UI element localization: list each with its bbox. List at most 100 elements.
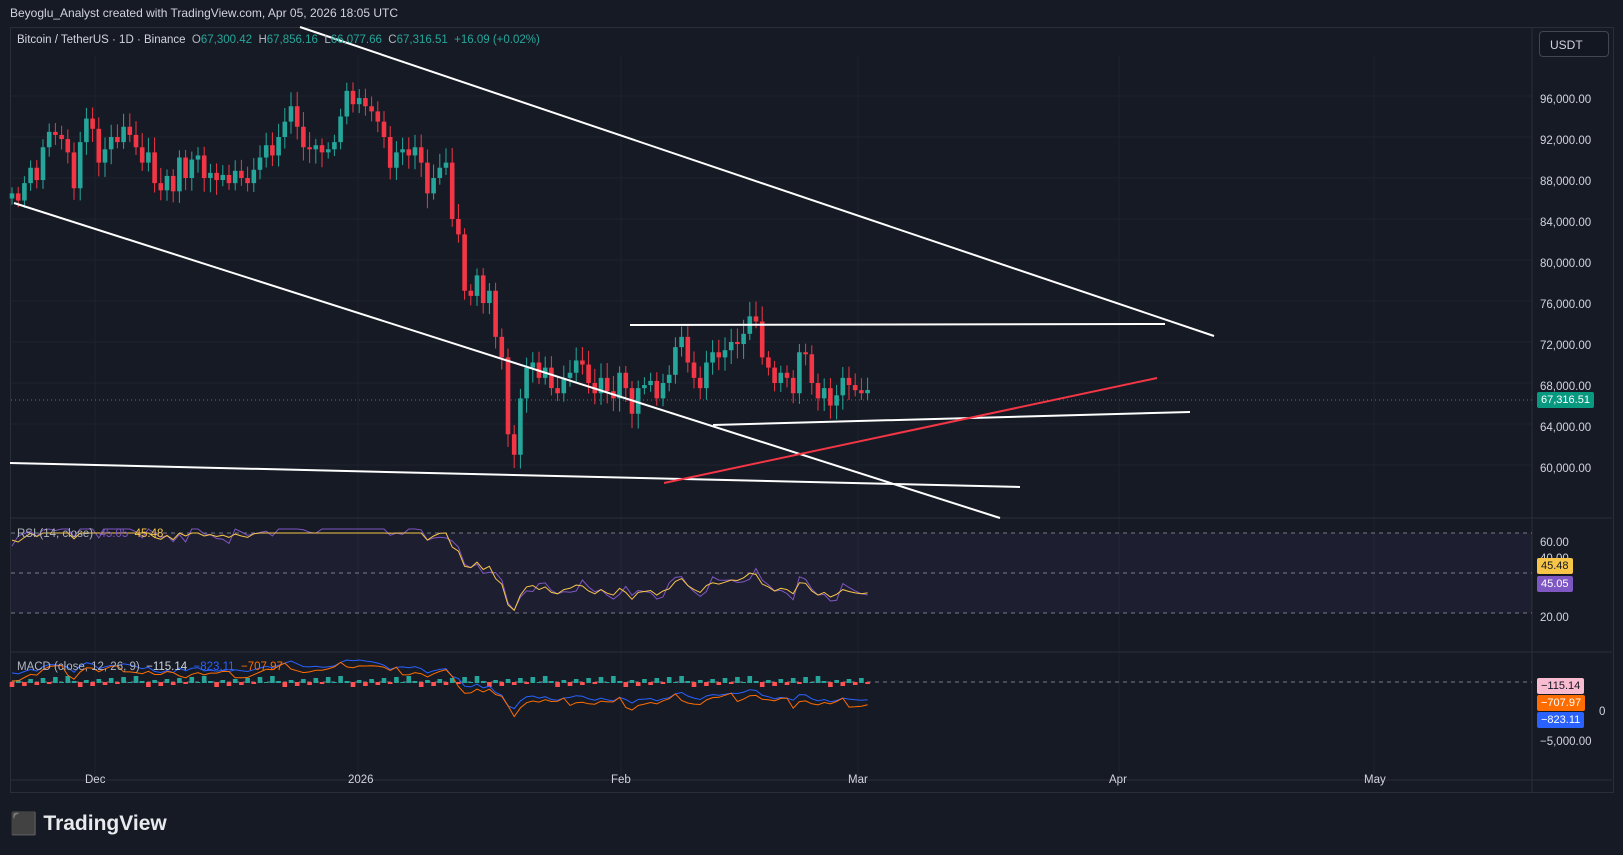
macd-histogram-bar — [635, 682, 641, 686]
candle-body — [226, 174, 232, 184]
macd-histogram-bar — [46, 682, 52, 684]
candle-body — [59, 134, 64, 140]
price-tick-label: 88,000.00 — [1540, 176, 1592, 188]
candle-body — [152, 152, 157, 184]
tradingview-icon: ⬛ — [10, 811, 38, 836]
macd-histogram-bar — [536, 682, 542, 683]
macd-histogram-bar — [759, 682, 765, 687]
candle-body — [716, 352, 722, 358]
macd-histogram-bar — [350, 682, 356, 687]
range-bottom-line — [712, 411, 1191, 426]
candle-body — [307, 147, 312, 150]
candle-body — [505, 357, 511, 435]
macd-histogram-bar — [542, 676, 548, 683]
candle-body — [394, 152, 399, 168]
candle-body — [468, 290, 474, 296]
time-tick-label: Apr — [1109, 774, 1127, 786]
macd-histogram-bar — [412, 681, 418, 683]
brand-logo[interactable]: ⬛ TradingView — [10, 811, 167, 837]
time-tick-label: Dec — [85, 774, 106, 786]
macd-value: −823.11 — [193, 661, 235, 673]
candle-body — [108, 137, 114, 150]
candle-body — [40, 147, 46, 181]
macd-histogram-bar — [592, 682, 598, 684]
candle-body — [617, 372, 622, 399]
candle-body — [524, 367, 529, 399]
candle-body — [28, 167, 33, 184]
candle-body — [77, 142, 83, 189]
macd-label: MACD (close, 12, 26, 9) — [17, 661, 140, 673]
candle-body — [350, 90, 356, 105]
macd-histogram-bar — [480, 681, 486, 683]
candle-body — [580, 360, 585, 365]
lower-channel-trendline — [13, 202, 1001, 519]
macd-legend[interactable]: MACD (close, 12, 26, 9) −115.14 −823.11 … — [17, 661, 283, 673]
candle-body — [778, 372, 784, 383]
macd-histogram-bar — [170, 682, 176, 685]
macd-histogram-bar — [121, 677, 126, 683]
macd-histogram-bar — [400, 682, 405, 683]
candle-body — [809, 354, 815, 383]
macd-histogram-bar — [276, 681, 281, 683]
candle-body — [189, 159, 195, 178]
macd-histogram-bar — [319, 682, 325, 684]
candle-body — [183, 157, 188, 178]
macd-histogram-bar — [152, 680, 157, 683]
rsi-legend[interactable]: RSI (14, close) 45.05 45.48 — [17, 528, 163, 540]
macd-histogram-bar — [716, 682, 722, 685]
candle-body — [251, 169, 257, 184]
macd-histogram-bar — [617, 681, 622, 683]
candle-body — [9, 193, 15, 199]
price-tick-label: 76,000.00 — [1540, 299, 1592, 311]
rsi-tag: 45.05 — [1537, 576, 1573, 592]
macd-signal-value: −707.97 — [240, 661, 283, 673]
symbol-legend[interactable]: Bitcoin / TetherUS · 1D · Binance O67,30… — [17, 34, 540, 46]
macd-histogram-bar — [784, 682, 790, 685]
macd-histogram-bar — [865, 682, 870, 684]
price-tick-label: 92,000.00 — [1540, 135, 1592, 147]
macd-histogram-bar — [239, 682, 244, 685]
macd-histogram-bar — [28, 679, 33, 683]
low-label: L — [324, 34, 331, 46]
macd-signal-line — [12, 661, 868, 718]
macd-histogram-bar — [164, 679, 170, 683]
macd-histogram-bar — [604, 682, 610, 683]
macd-line — [11, 659, 868, 710]
macd-histogram-bar — [406, 676, 412, 683]
macd-histogram-bar — [518, 678, 523, 683]
candle-body — [697, 377, 703, 389]
candle-body — [511, 434, 517, 455]
macd-histogram-bar — [356, 680, 362, 683]
macd-histogram-bar — [828, 682, 833, 687]
macd-histogram-bar — [840, 682, 846, 686]
macd-histogram-bar — [629, 680, 635, 683]
macd-histogram-bar — [71, 681, 77, 683]
candle-body — [344, 90, 350, 117]
macd-histogram-bar — [660, 682, 666, 684]
macd-histogram-bar — [301, 679, 306, 683]
candle-body — [102, 149, 108, 163]
candle-body — [84, 118, 89, 143]
macd-hist-tag: −115.14 — [1537, 678, 1585, 694]
macd-histogram-bar — [195, 682, 201, 683]
candle-body — [115, 137, 120, 143]
macd-histogram-bar — [344, 681, 350, 683]
macd-histogram-bar — [251, 682, 257, 684]
candle-body — [195, 155, 201, 160]
candle-body — [834, 395, 839, 406]
candle-body — [232, 170, 238, 184]
macd-signal-tag: −707.97 — [1537, 695, 1586, 711]
macd-histogram-bar — [40, 678, 46, 683]
symbol-name[interactable]: Bitcoin / TetherUS · 1D · Binance — [17, 34, 186, 46]
currency-button[interactable]: USDT — [1539, 31, 1609, 57]
macd-histogram-bar — [499, 682, 505, 686]
candle-body — [239, 170, 244, 178]
candle-body — [53, 131, 58, 135]
macd-histogram-bar — [443, 682, 449, 685]
macd-histogram-bar — [53, 677, 58, 683]
macd-histogram-bar — [96, 679, 102, 683]
macd-histogram-bar — [728, 682, 734, 684]
macd-histogram-bar — [189, 677, 195, 683]
macd-tick-label: 0 — [1599, 706, 1606, 718]
